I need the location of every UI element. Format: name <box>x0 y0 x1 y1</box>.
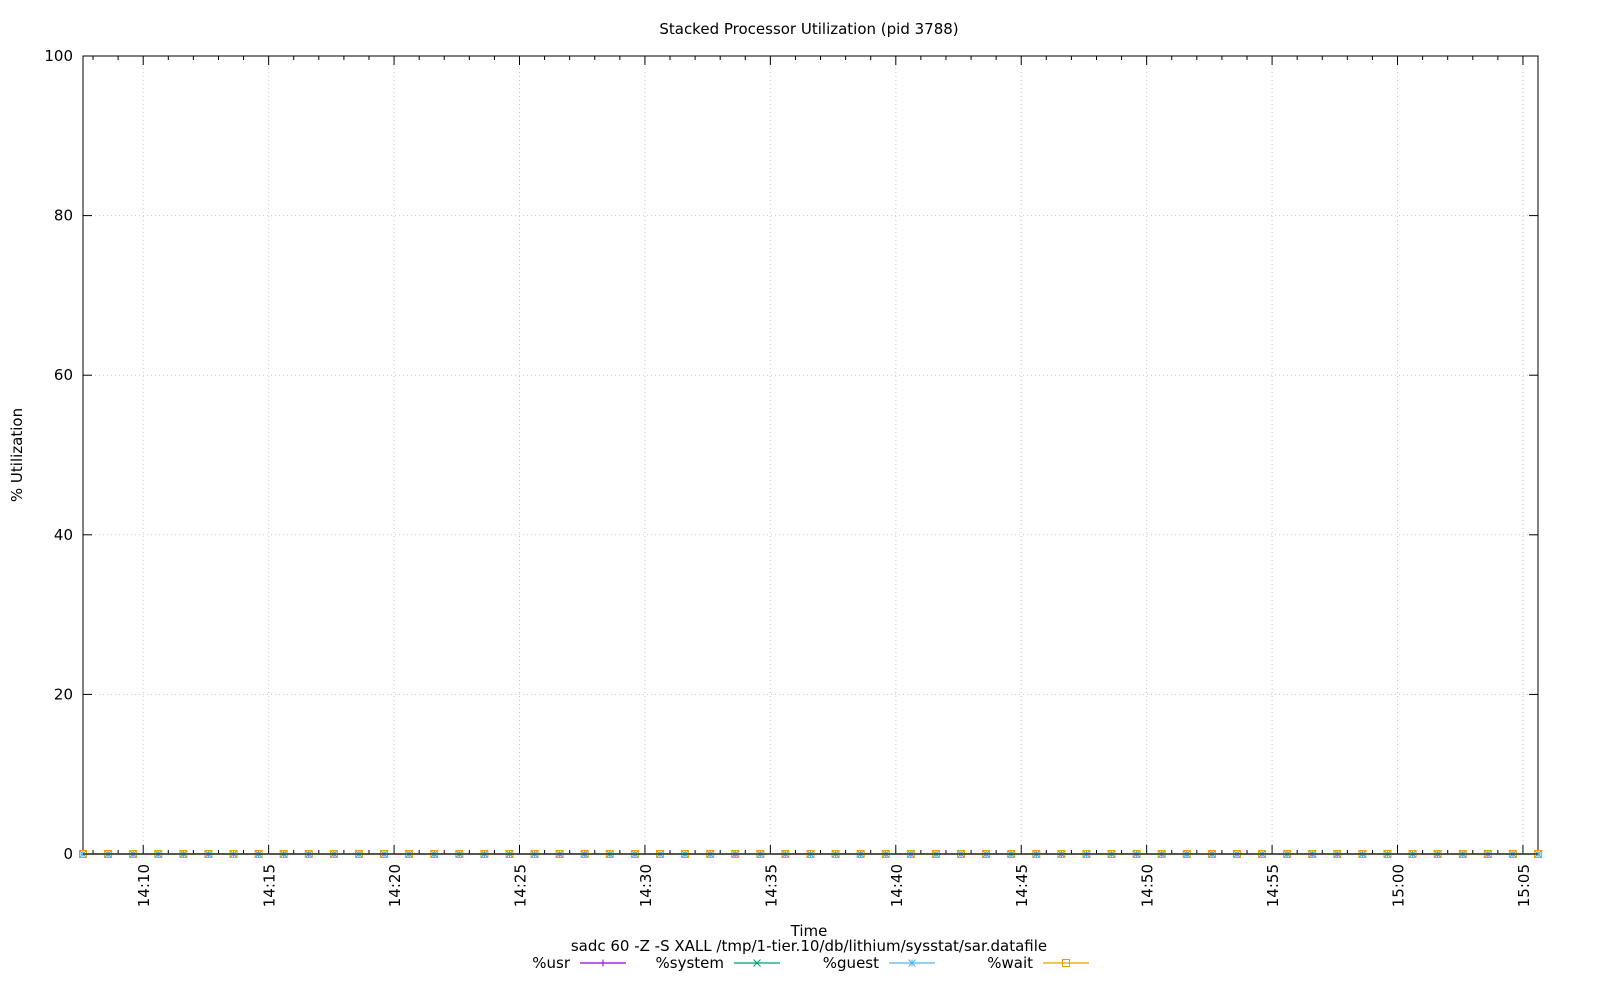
y-tick-label: 20 <box>54 685 73 703</box>
x-tick-label: 14:20 <box>386 864 404 907</box>
legend-entry-wait: %wait <box>987 954 1089 972</box>
legend-entry-guest: %guest <box>823 954 935 972</box>
legend-label: %usr <box>532 954 571 972</box>
legend-marker-icon <box>1062 959 1070 967</box>
y-tick-label: 60 <box>54 366 73 384</box>
y-axis-label: % Utilization <box>8 408 26 502</box>
x-tick-label: 14:45 <box>1013 864 1031 907</box>
series-layer <box>79 850 1542 858</box>
legend-label: %system <box>656 954 724 972</box>
legend-marker-icon <box>908 959 916 967</box>
x-tick-label: 14:35 <box>762 864 780 907</box>
x-tick-label: 14:10 <box>135 864 153 907</box>
x-tick-label: 15:00 <box>1390 864 1408 907</box>
y-tick-label: 100 <box>44 47 73 65</box>
legend-label: %guest <box>823 954 879 972</box>
x-tick-label: 14:40 <box>888 864 906 907</box>
x-tick-label: 14:55 <box>1264 864 1282 907</box>
plot-border <box>82 55 1539 855</box>
y-tick-label: 80 <box>54 207 73 225</box>
legend: %usr %system %guest %wait <box>532 954 1089 972</box>
x-tick-label: 14:30 <box>637 864 655 907</box>
legend-marker-icon <box>599 959 607 967</box>
x-axis-label: Time <box>790 922 828 940</box>
x-tick-label: 15:05 <box>1515 864 1533 907</box>
x-tick-label: 14:25 <box>512 864 530 907</box>
y-tick-label: 0 <box>63 845 73 863</box>
x-tick-label: 14:15 <box>261 864 279 907</box>
chart-subtitle: sadc 60 -Z -S XALL /tmp/1-tier.10/db/lit… <box>571 937 1047 955</box>
x-axis: 14:10 14:15 14:20 14:25 14:30 14:35 14:40 14:45… <box>92 56 1533 907</box>
y-tick-label: 40 <box>54 526 73 544</box>
y-axis: 0 20 40 60 80 100 <box>44 47 1538 863</box>
legend-entry-usr: %usr <box>532 954 626 972</box>
legend-label: %wait <box>987 954 1033 972</box>
grid <box>83 56 1538 854</box>
chart-title: Stacked Processor Utilization (pid 3788) <box>659 20 958 38</box>
legend-entry-system: %system <box>656 954 780 972</box>
x-tick-label: 14:50 <box>1139 864 1157 907</box>
legend-marker-icon <box>753 959 761 967</box>
